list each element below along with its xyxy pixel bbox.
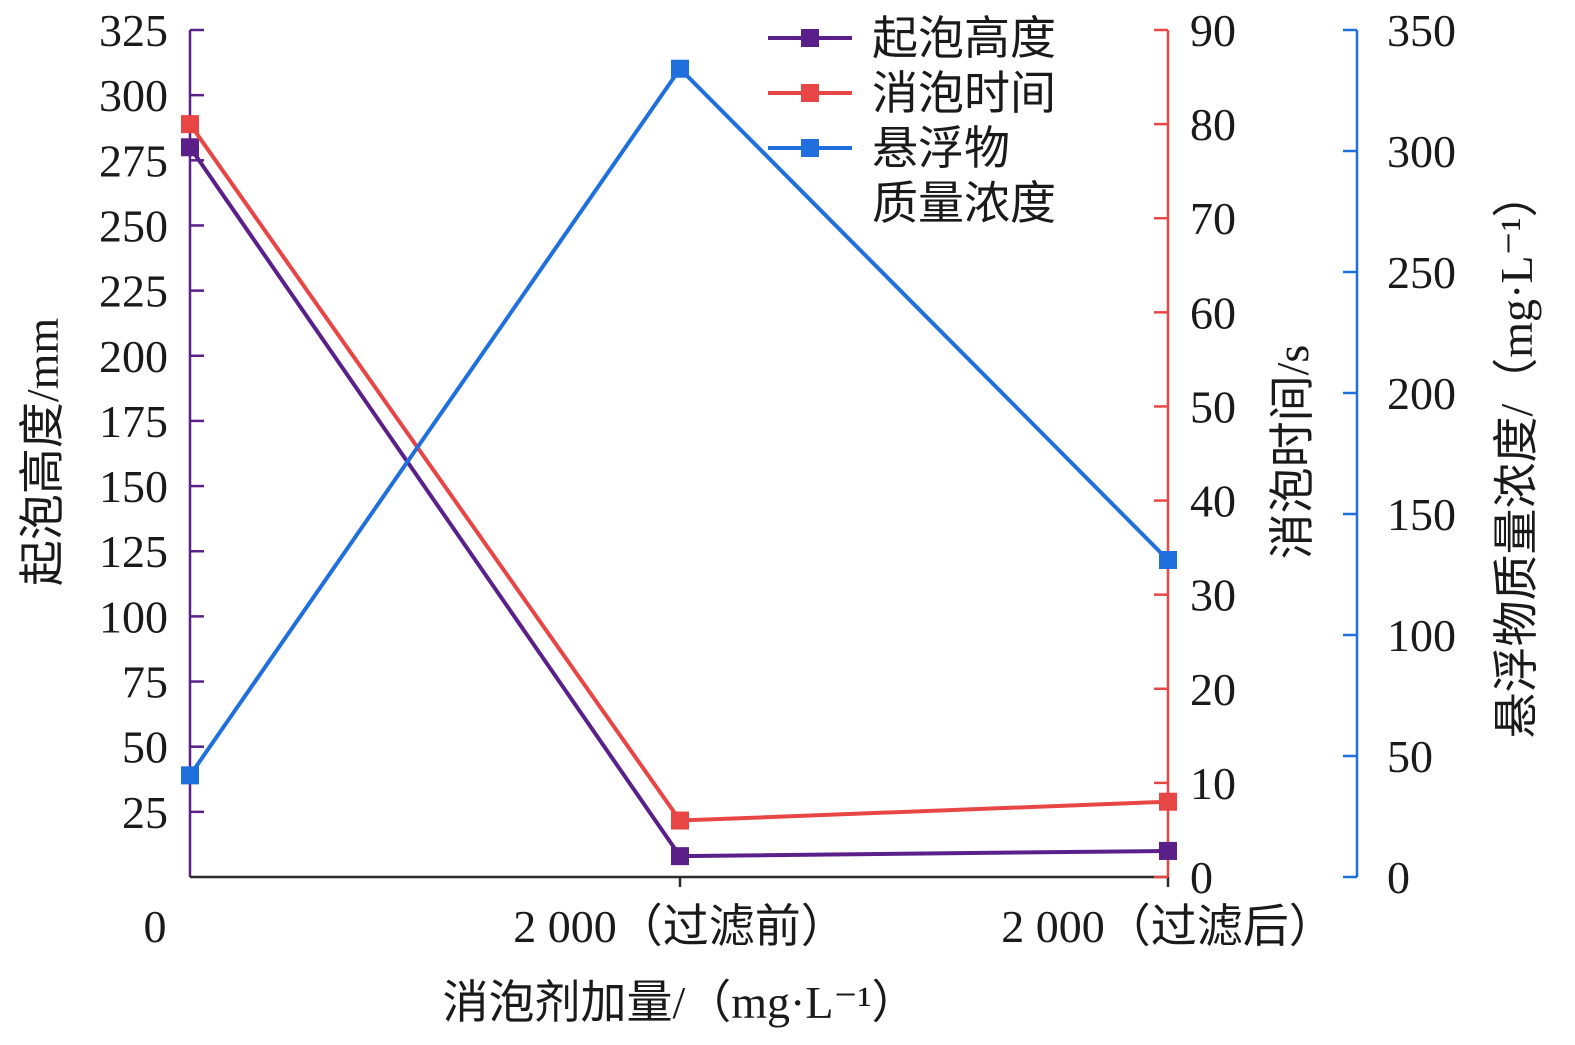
right1-axis-tick-label: 20	[1190, 664, 1236, 715]
right2-axis-title: 悬浮物质量浓度/（mg·L⁻¹）	[1491, 171, 1542, 738]
left-axis-tick-label: 100	[99, 591, 168, 642]
left-axis-tick-label: 125	[99, 526, 168, 577]
left-axis-tick-label: 50	[122, 722, 168, 773]
right1-axis-tick-label: 10	[1190, 758, 1236, 809]
legend-swatch-marker	[801, 29, 819, 47]
right1-axis-tick-label: 90	[1190, 5, 1236, 56]
legend-entry-label: 悬浮物	[872, 123, 1010, 174]
right1-axis-title: 消泡时间/s	[1267, 345, 1318, 560]
right2-axis-tick-label: 350	[1387, 5, 1456, 56]
right1-axis-tick-label: 60	[1190, 287, 1236, 338]
left-axis-title: 起泡高度/mm	[17, 318, 68, 587]
left-axis-tick-label: 25	[122, 787, 168, 838]
right1-axis-tick-label: 0	[1190, 852, 1213, 903]
right2-axis-tick-label: 250	[1387, 247, 1456, 298]
left-axis-tick-label: 75	[122, 657, 168, 708]
series-3-marker	[1159, 550, 1177, 569]
legend-entry-label: 消泡时间	[872, 68, 1056, 119]
left-axis-tick-label: 175	[99, 396, 168, 447]
left-axis-tick-label: 200	[99, 331, 168, 382]
x-axis-tick-label: 0	[144, 901, 167, 952]
left-axis-tick-label: 225	[99, 266, 168, 317]
left-axis-tick-label: 150	[99, 461, 168, 512]
right1-axis-tick-label: 40	[1190, 476, 1236, 527]
right2-axis-tick-label: 100	[1387, 610, 1456, 661]
left-axis-tick-label: 275	[99, 135, 168, 186]
right2-axis-tick-label: 300	[1387, 126, 1456, 177]
right2-axis-tick-label: 50	[1387, 731, 1433, 782]
right1-axis-tick-label: 30	[1190, 570, 1236, 621]
left-axis-tick-label: 250	[99, 200, 168, 251]
right2-axis-tick-label: 0	[1387, 852, 1410, 903]
legend-swatch-marker	[801, 139, 819, 157]
right2-axis-tick-label: 150	[1387, 489, 1456, 540]
right2-axis-tick-label: 200	[1387, 368, 1456, 419]
legend-entry-label: 起泡高度	[872, 13, 1056, 64]
x-axis-tick-label: 2 000（过滤前）	[513, 901, 847, 952]
series-2-marker	[671, 811, 689, 830]
series-3-marker	[671, 59, 689, 78]
right1-axis-tick-label: 70	[1190, 193, 1236, 244]
left-axis-tick-label: 300	[99, 70, 168, 121]
legend-entry-label: 质量浓度	[872, 178, 1056, 229]
legend-swatch-marker	[801, 84, 819, 102]
right1-axis-tick-label: 80	[1190, 99, 1236, 150]
series-2-marker	[181, 115, 199, 134]
series-1-marker	[181, 138, 199, 157]
series-1-marker	[671, 847, 689, 866]
right1-axis-tick-label: 50	[1190, 381, 1236, 432]
x-axis-tick-label: 2 000（过滤后）	[1001, 901, 1335, 952]
series-2-marker	[1159, 792, 1177, 811]
x-axis-title: 消泡剂加量/（mg·L⁻¹）	[442, 977, 917, 1028]
series-3-marker	[181, 766, 199, 785]
series-line-3	[188, 66, 1170, 777]
series-line-1	[188, 146, 1169, 859]
left-axis-tick-label: 325	[99, 5, 168, 56]
series-1-marker	[1159, 841, 1177, 860]
